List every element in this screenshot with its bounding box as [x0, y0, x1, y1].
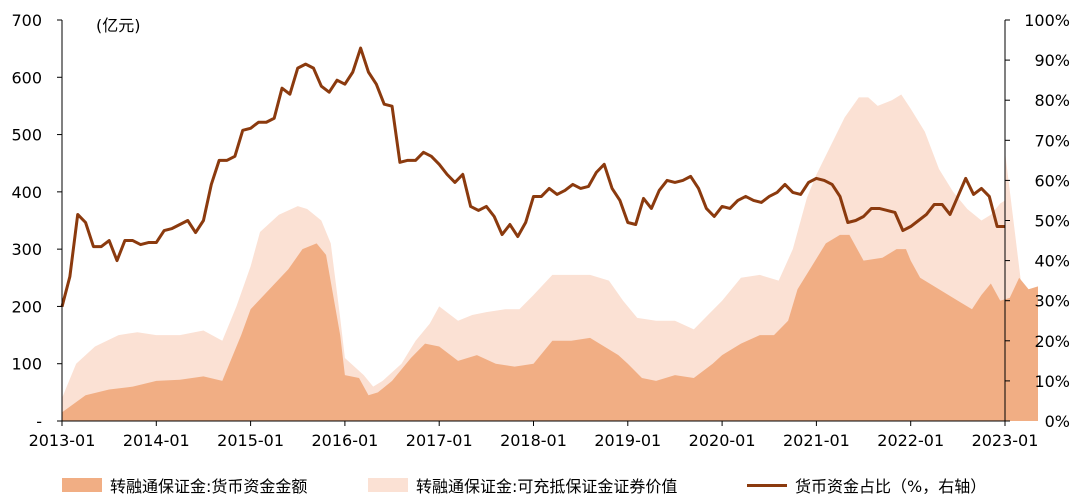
- x-tick-label: 2018-01: [500, 431, 567, 450]
- legend-label-securities: 转融通保证金:可充抵保证金证券价值: [416, 477, 678, 496]
- left-tick-label: 600: [11, 68, 42, 87]
- legend-label-ratio: 货币资金占比（%，右轴）: [795, 477, 987, 496]
- series-line-ratio: [60, 46, 1005, 308]
- axes: 700 600 500 400 300 200 100 - 100% 90% 80% 70% 60% 50…: [11, 11, 1070, 450]
- right-tick-label: 30%: [1034, 292, 1070, 311]
- legend-label-cash: 转融通保证金:货币资金金额: [110, 477, 308, 496]
- left-tick-label: 100: [11, 355, 42, 374]
- right-tick-label: 60%: [1034, 171, 1070, 190]
- x-tick-label: 2023-01: [972, 431, 1039, 450]
- right-tick-label: 80%: [1034, 91, 1070, 110]
- left-tick-label: 400: [11, 183, 42, 202]
- right-tick-label: 50%: [1034, 212, 1070, 231]
- legend: 转融通保证金:货币资金金额 转融通保证金:可充抵保证金证券价值 货币资金占比（%…: [0, 470, 1080, 500]
- left-tick-label: -: [36, 412, 42, 431]
- left-tick-label: 500: [11, 126, 42, 145]
- chart: 700 600 500 400 300 200 100 - 100% 90% 80% 70% 60% 50…: [11, 11, 1070, 450]
- legend-swatch-cash: [62, 478, 102, 492]
- x-tick-label: 2019-01: [594, 431, 661, 450]
- x-tick-label: 2020-01: [689, 431, 756, 450]
- x-tick-label: 2015-01: [217, 431, 284, 450]
- right-tick-label: 70%: [1034, 131, 1070, 150]
- right-tick-label: 40%: [1034, 252, 1070, 271]
- legend-item-ratio: 货币资金占比（%，右轴）: [747, 470, 986, 500]
- plot-area: [60, 46, 1039, 421]
- x-tick-label: 2014-01: [123, 431, 190, 450]
- x-tick-label: 2021-01: [783, 431, 850, 450]
- left-axis-unit-label: (亿元): [96, 16, 141, 35]
- x-tick-label: 2022-01: [877, 431, 944, 450]
- left-tick-label: 200: [11, 297, 42, 316]
- legend-swatch-ratio: [747, 483, 787, 487]
- right-tick-label: 100%: [1024, 11, 1070, 30]
- right-tick-label: 0%: [1045, 412, 1070, 431]
- x-tick-label: 2017-01: [406, 431, 473, 450]
- left-tick-label: 300: [11, 240, 42, 259]
- right-tick-label: 20%: [1034, 332, 1070, 351]
- legend-item-cash: 转融通保证金:货币资金金额: [62, 470, 307, 500]
- right-tick-label: 90%: [1034, 51, 1070, 70]
- legend-swatch-securities: [368, 478, 408, 492]
- series-area-cash: [62, 234, 1039, 421]
- right-tick-label: 10%: [1034, 372, 1070, 391]
- legend-item-securities: 转融通保证金:可充抵保证金证券价值: [368, 470, 677, 500]
- left-tick-label: 700: [11, 11, 42, 30]
- x-tick-label: 2013-01: [29, 431, 96, 450]
- x-tick-label: 2016-01: [311, 431, 378, 450]
